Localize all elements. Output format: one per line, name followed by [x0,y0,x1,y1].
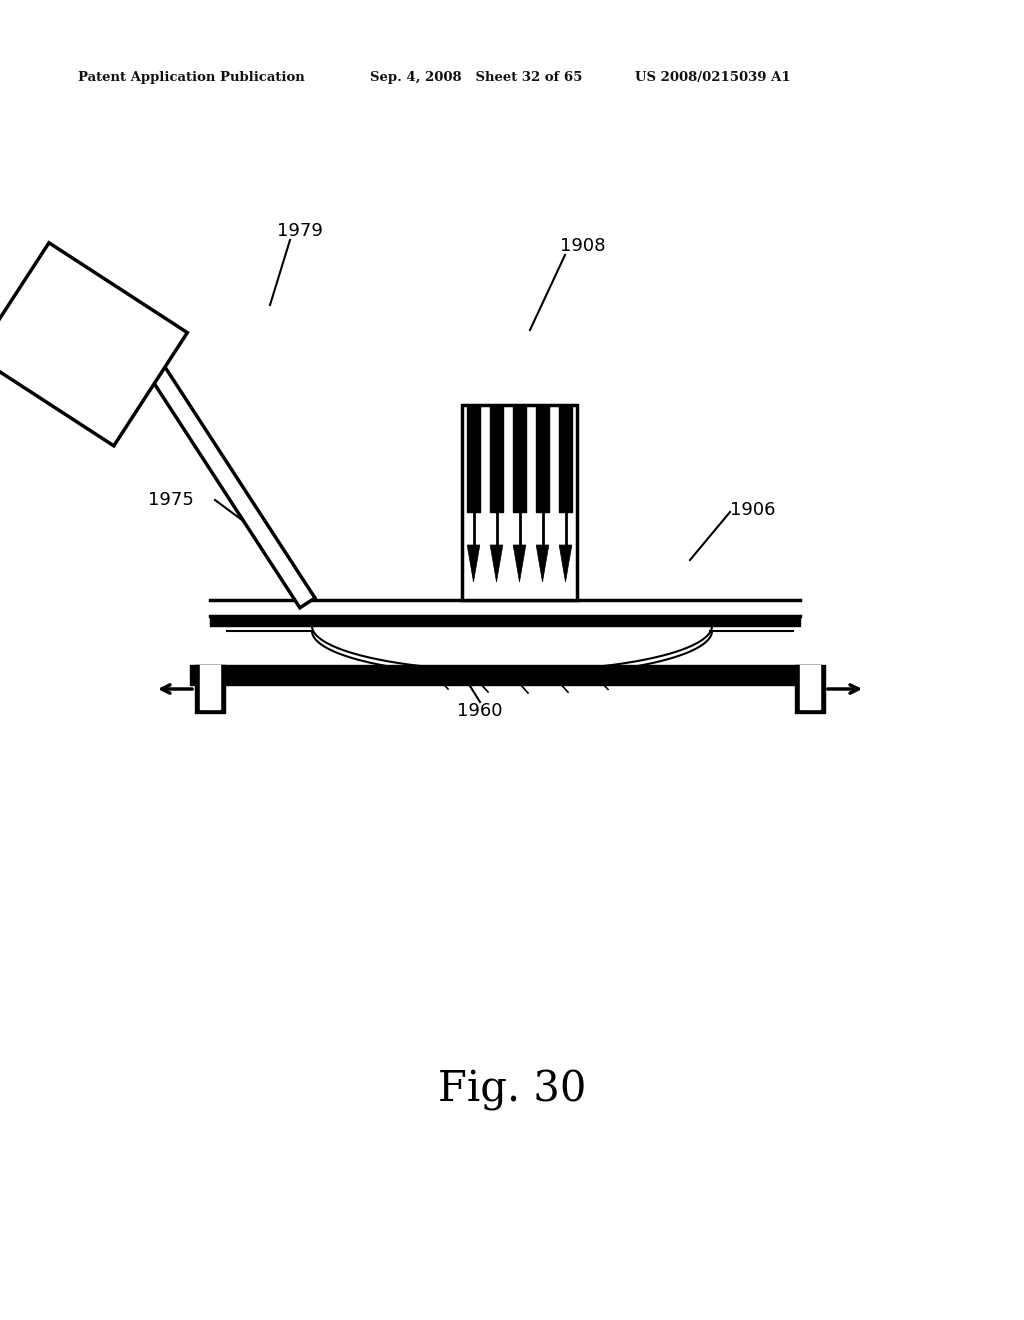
Text: 1979: 1979 [278,222,323,240]
Polygon shape [467,545,480,582]
Text: 1960: 1960 [458,702,503,719]
Text: Fig. 30: Fig. 30 [438,1069,586,1111]
Text: 1906: 1906 [730,502,775,519]
Text: US 2008/0215039 A1: US 2008/0215039 A1 [635,71,791,84]
Bar [462,405,577,601]
Text: Patent Application Publication: Patent Application Publication [78,71,305,84]
Polygon shape [490,545,503,582]
Polygon shape [131,338,315,607]
Polygon shape [513,545,526,582]
Text: 1908: 1908 [560,238,606,255]
Polygon shape [559,545,571,582]
Polygon shape [537,545,549,582]
Text: 1975: 1975 [148,491,194,510]
Polygon shape [0,243,187,446]
Text: Sep. 4, 2008   Sheet 32 of 65: Sep. 4, 2008 Sheet 32 of 65 [370,71,583,84]
